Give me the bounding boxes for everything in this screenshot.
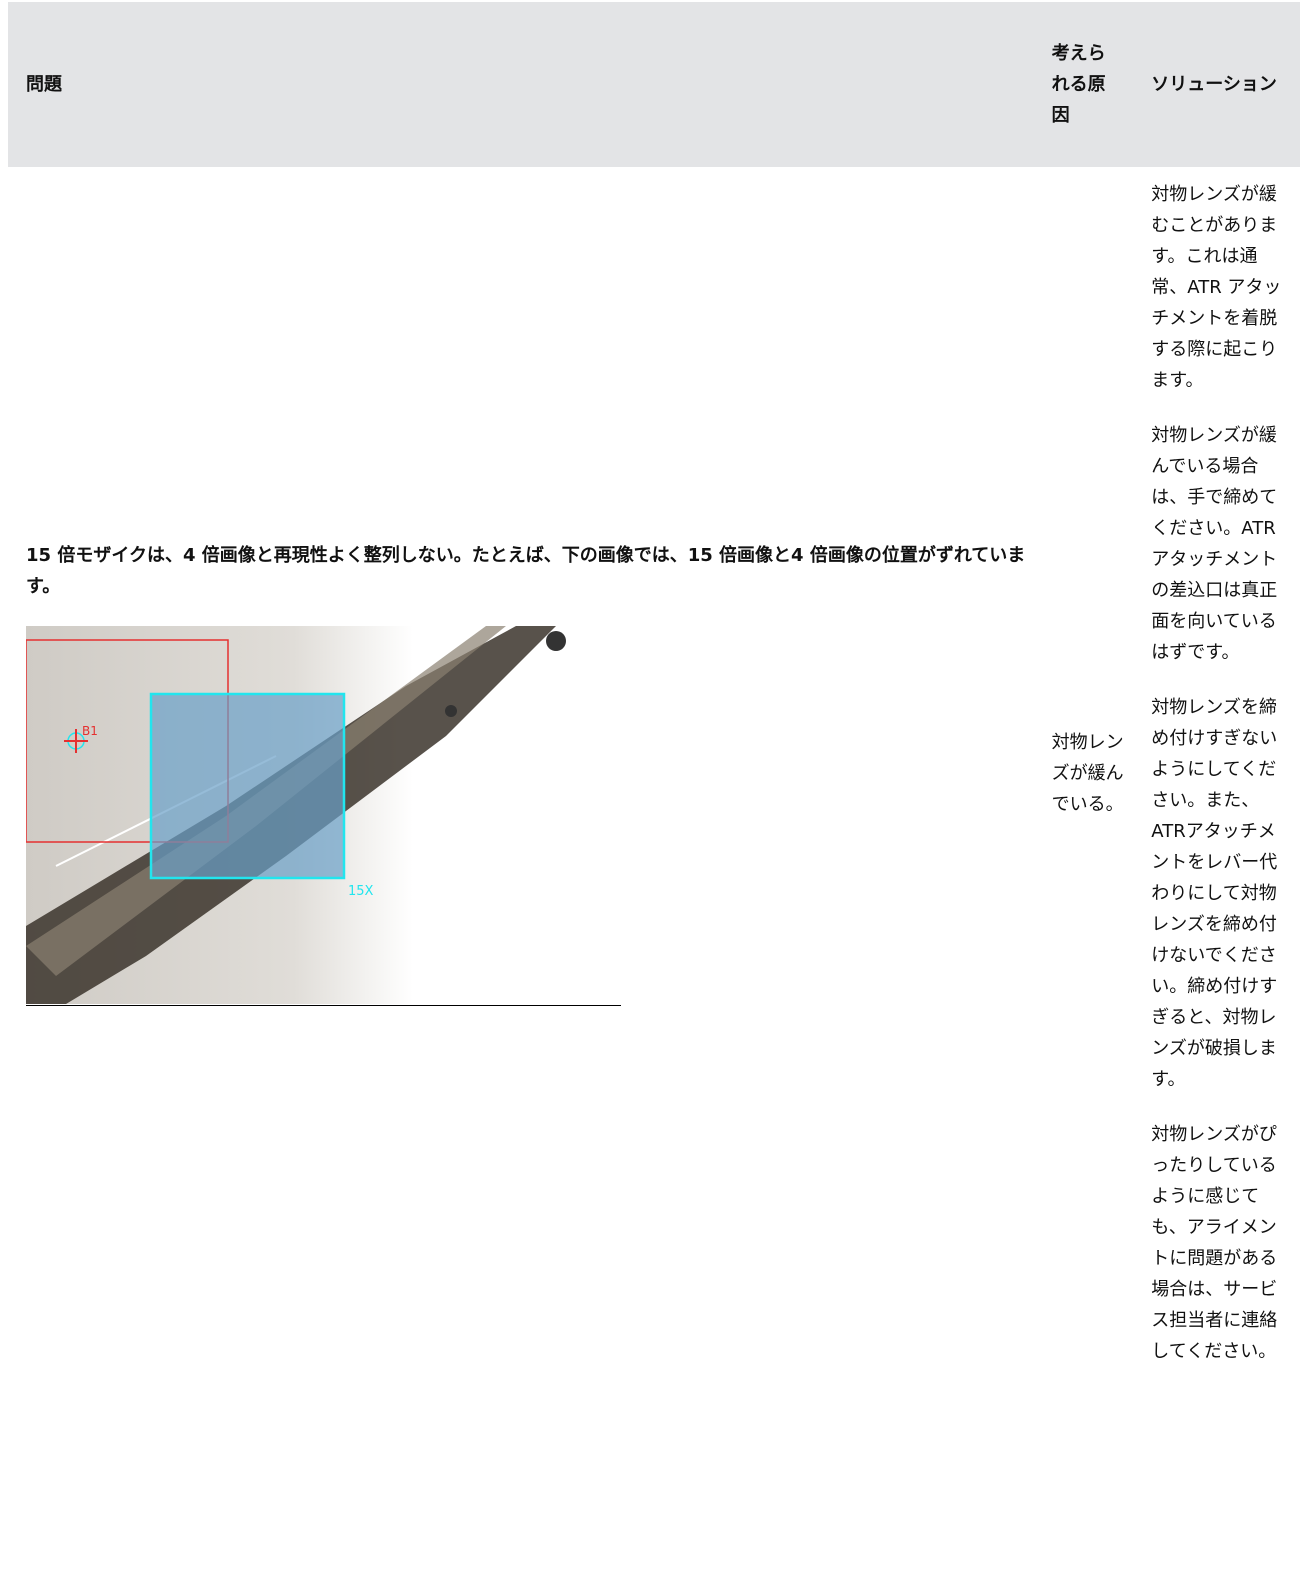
header-row: 問題 考えられる原因 ソリューション [8,2,1300,167]
body-row: 15 倍モザイクは、4 倍画像と再現性よく整列しない。たとえば、下の画像では、1… [8,167,1300,1379]
overlay-label: 15X [348,884,374,899]
problem-text: 15 倍モザイクは、4 倍画像と再現性よく整列しない。たとえば、下の画像では、1… [26,545,1026,597]
header-cell: 問題 [8,2,1042,167]
troubleshooting-table: 問題 考えられる原因 ソリューション 15 倍モザイクは、4 倍画像と再現性よく… [8,2,1300,1379]
microscope-image: B1 15X [26,626,621,1006]
header-cell: 考えられる原因 [1041,2,1142,167]
header-cell: ソリューション [1141,2,1300,167]
cause-cell: 対物レンズが緩んでいる。 [1051,731,1124,815]
problem-cell: 15 倍モザイクは、4 倍画像と再現性よく整列しない。たとえば、下の画像では、1… [8,167,1042,1379]
solution-text: 対物レンズを締め付けすぎないようにしてください。また、ATRアタッチメントをレバ… [1151,697,1278,1090]
marker-label: B1 [82,724,98,738]
solution-text: 対物レンズが緩んでいる場合は、手で締めてください。ATRアタッチメントの差込口は… [1151,425,1278,663]
solution-text: 対物レンズがぴったりしているように感じても、アライメントに問題がある場合は、サー… [1151,1124,1278,1362]
solution-cell: 対物レンズが緩むことがあります。これは通常、ATR アタッチメントを着脱する際に… [1141,167,1300,1379]
solution-text: 対物レンズが緩むことがあります。これは通常、ATR アタッチメントを着脱する際に… [1151,184,1282,391]
